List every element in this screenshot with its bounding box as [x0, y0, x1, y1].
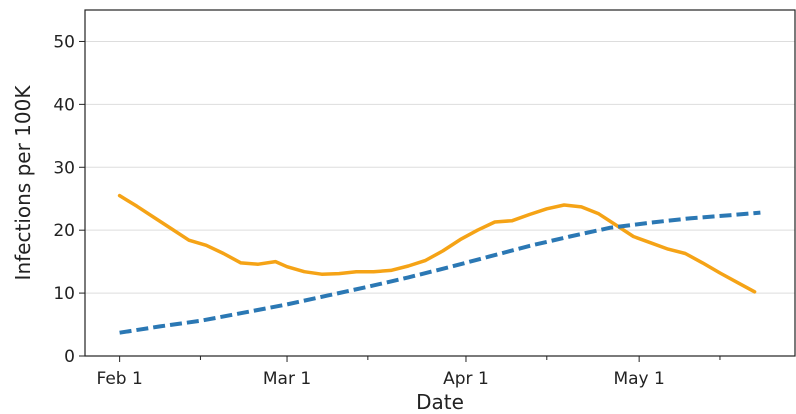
x-tick-label: Mar 1: [263, 369, 311, 389]
plot-frame: [84, 9, 796, 357]
data-series: [117, 193, 761, 335]
y-axis-label: Infections per 100K: [11, 85, 35, 281]
series-line-1: [117, 193, 757, 294]
series-line-2: [119, 210, 761, 335]
y-tick-label: 10: [53, 284, 75, 304]
x-tick-label: Feb 1: [96, 369, 142, 389]
x-tick-label: Apr 1: [443, 369, 489, 389]
gridlines: [85, 40, 795, 294]
y-axis-ticks: 0 10 20 30 40 50: [53, 32, 85, 367]
y-tick-label: 40: [53, 95, 75, 115]
y-tick-label: 20: [53, 221, 75, 241]
x-axis-label: Date: [416, 390, 464, 414]
x-tick-label: May 1: [613, 369, 664, 389]
y-tick-label: 50: [53, 32, 75, 52]
x-axis-ticks: Feb 1 Mar 1 Apr 1 May 1: [96, 356, 721, 389]
y-tick-label: 0: [64, 347, 75, 367]
y-tick-label: 30: [53, 158, 75, 178]
